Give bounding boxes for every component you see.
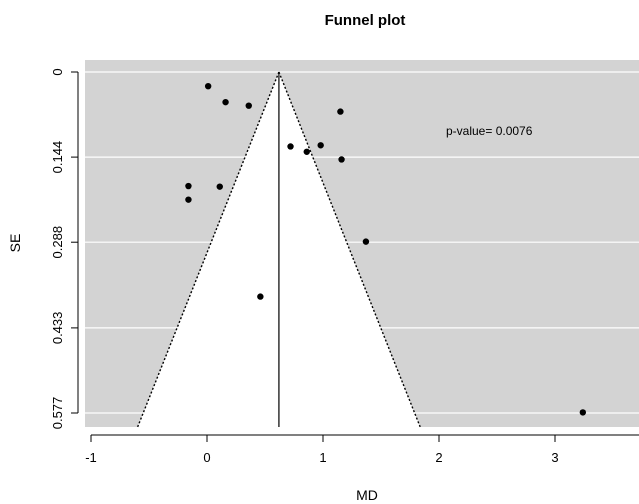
data-point-6 [317, 142, 324, 149]
y-axis-label: SE [7, 234, 23, 253]
data-point-1 [222, 98, 229, 106]
data-point-13 [579, 409, 587, 416]
data-point-11 [362, 238, 370, 245]
x-axis: -1 0 1 2 3 [85, 434, 639, 465]
x-tick-label-1: 0 [203, 450, 210, 465]
data-point-3 [337, 108, 344, 115]
data-point-5 [303, 148, 310, 155]
x-tick-label-2: 1 [319, 450, 326, 465]
data-point-12 [257, 293, 264, 300]
data-point-4 [287, 143, 294, 150]
x-tick-label-3: 2 [435, 450, 442, 465]
y-tick-label-2: 0.288 [50, 226, 65, 259]
y-tick-label-0: 0 [50, 68, 65, 75]
y-axis: 0 0.144 0.288 0.433 0.577 [50, 68, 79, 430]
data-points [185, 82, 587, 416]
x-tick-label-4: 3 [551, 450, 558, 465]
data-point-0 [204, 82, 212, 90]
data-point-2 [245, 102, 252, 109]
data-point-7 [338, 156, 345, 163]
x-tick-label-0: -1 [85, 450, 97, 465]
y-tick-label-3: 0.433 [50, 312, 65, 345]
data-point-10 [216, 183, 223, 190]
y-tick-label-4: 0.577 [50, 397, 65, 430]
data-point-8 [185, 182, 192, 190]
y-tick-label-1: 0.144 [50, 141, 65, 174]
x-axis-label: MD [356, 487, 378, 503]
p-value-annotation: p-value= 0.0076 [446, 124, 533, 138]
chart-title: Funnel plot [325, 12, 406, 29]
data-point-9 [185, 196, 192, 203]
